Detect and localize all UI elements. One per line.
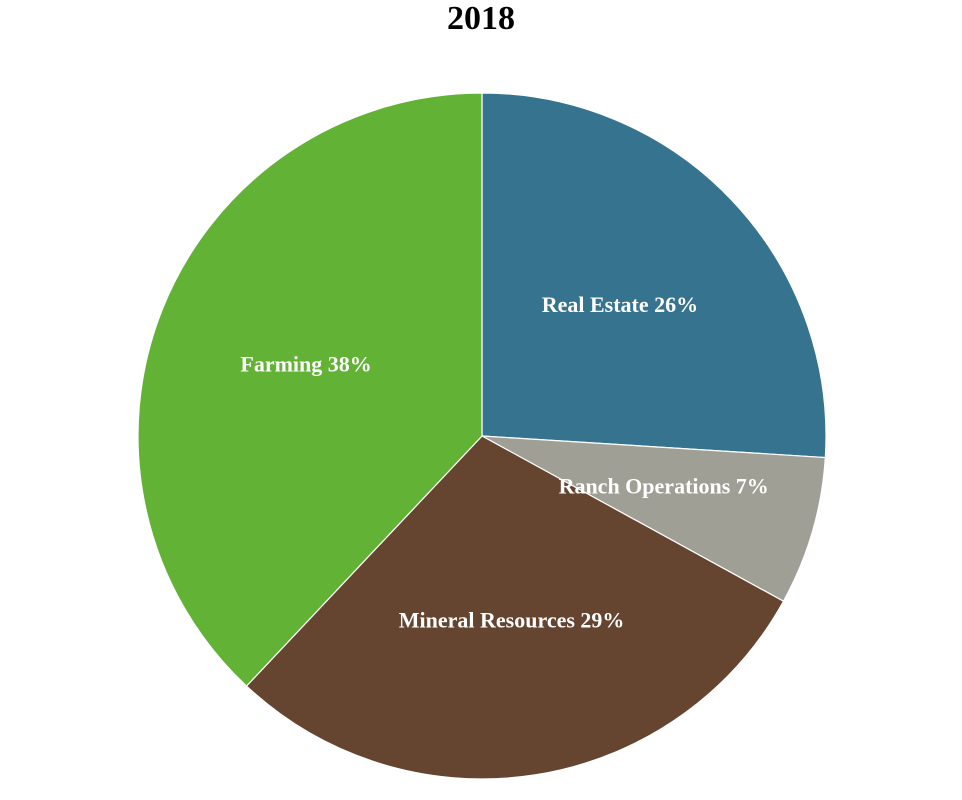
pie-label-farming: Farming 38%	[240, 352, 371, 377]
pie-slice-mineral-resources	[245, 435, 785, 780]
pie-slice-farming	[137, 92, 483, 687]
chart-title: 2018	[447, 0, 515, 37]
pie-label-ranch-operations: Ranch Operations 7%	[559, 474, 769, 499]
pie-labels: Real Estate 26% Ranch Operations 7% Minera…	[240, 292, 768, 632]
pie-slice-ranch-operations	[481, 435, 826, 603]
pie-slices	[137, 92, 827, 780]
pie-slice-real-estate	[481, 92, 827, 459]
pie-label-real-estate: Real Estate 26%	[542, 292, 698, 317]
pie-label-mineral-resources: Mineral Resources 29%	[399, 607, 625, 632]
